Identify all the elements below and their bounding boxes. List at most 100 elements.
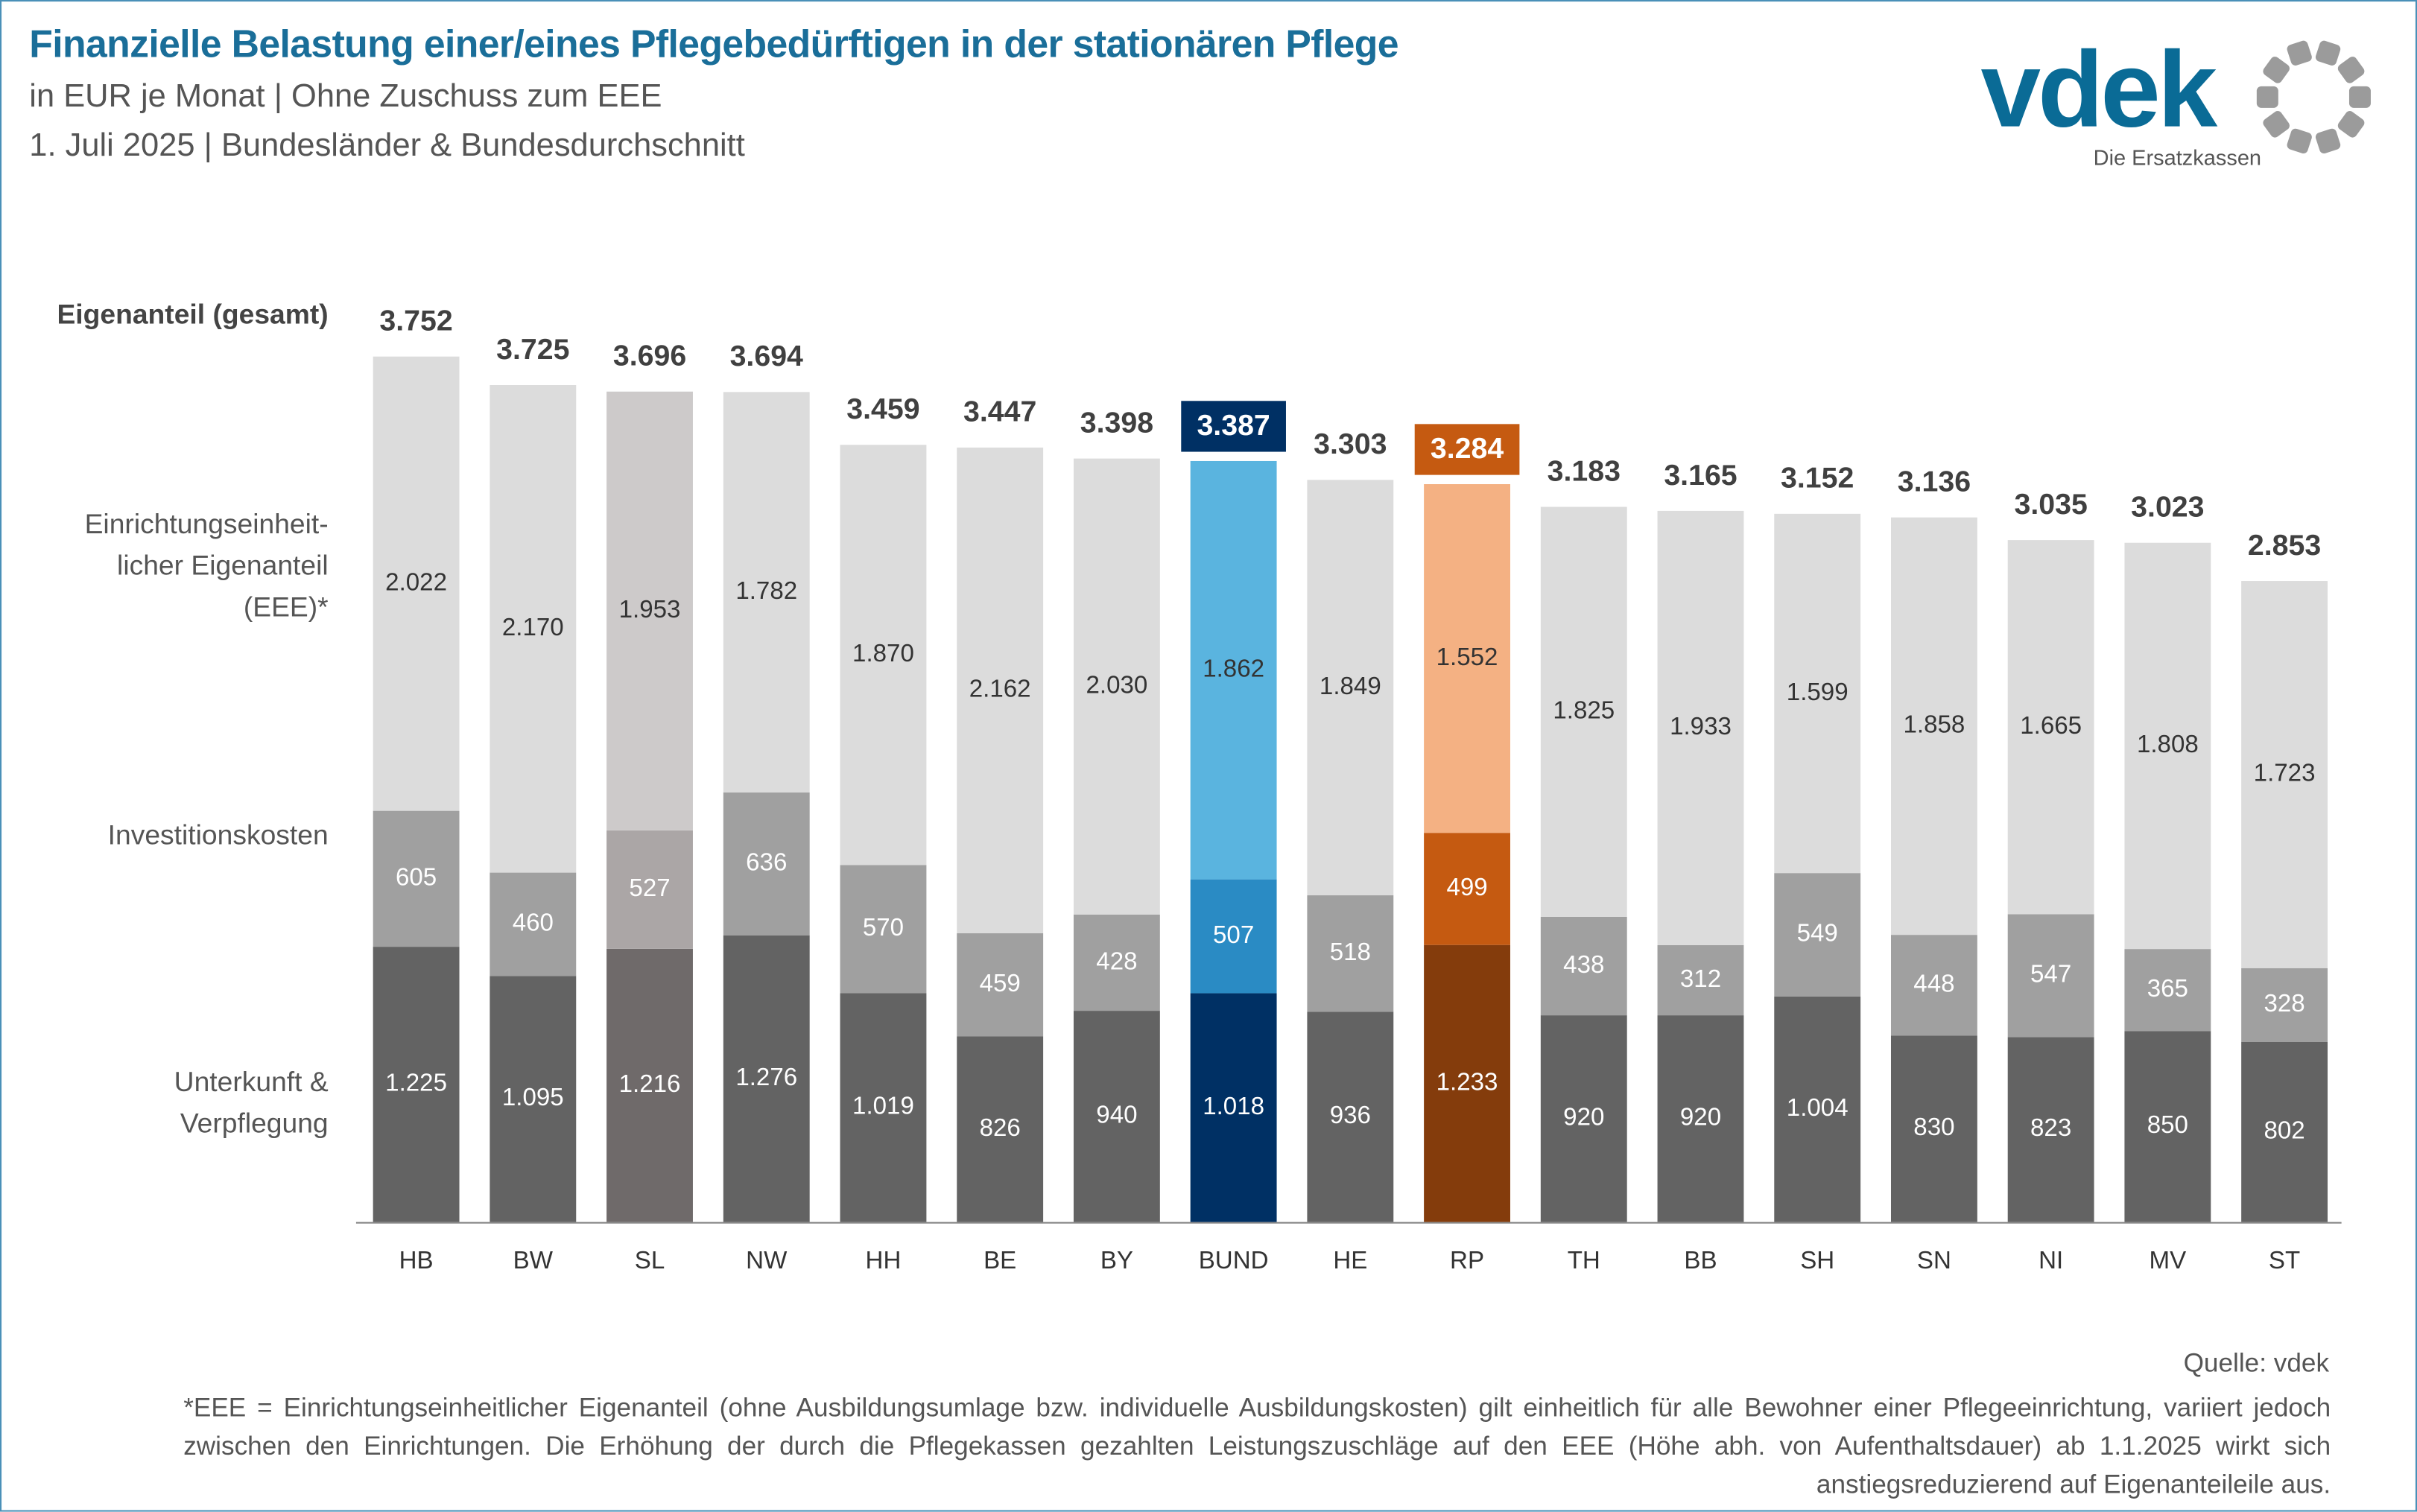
bar-segment (490, 385, 577, 873)
bar-segment (1540, 506, 1627, 917)
bar-segment (723, 935, 810, 1222)
bar-segment (2241, 581, 2328, 968)
bar-segment (840, 445, 927, 865)
bar-segment (2007, 1037, 2094, 1222)
value-label: 636 (746, 849, 787, 877)
bar-segment (1774, 996, 1861, 1222)
x-tick-label: HH (866, 1247, 902, 1274)
value-label: 1.095 (502, 1084, 564, 1111)
bar-segment (1073, 1011, 1160, 1222)
total-label: 3.447 (963, 396, 1036, 428)
bar-segment (1774, 513, 1861, 874)
x-tick-label: SH (1800, 1247, 1834, 1274)
value-label: 570 (863, 914, 904, 941)
legend-label: Investitionskosten (107, 819, 329, 851)
x-tick-label: SL (635, 1247, 665, 1274)
subtitle: in EUR je Monat | Ohne Zuschuss zum EEE (29, 78, 662, 115)
total-label: 3.387 (1197, 409, 1270, 442)
bar-segment (840, 865, 927, 994)
bar-segment (1890, 517, 1977, 936)
bar-segment (1657, 510, 1744, 945)
bar-segment (1657, 1015, 1744, 1222)
value-label: 518 (1330, 938, 1371, 966)
value-label: 830 (1913, 1114, 1954, 1141)
x-tick-label: MV (2150, 1247, 2187, 1274)
bar-segment (606, 830, 693, 949)
total-label: 3.696 (613, 340, 686, 372)
bar-segment (957, 1036, 1044, 1222)
total-label: 3.136 (1898, 466, 1971, 498)
value-label: 1.018 (1203, 1093, 1264, 1120)
x-tick-label: BY (1100, 1247, 1133, 1274)
value-label: 547 (2030, 961, 2071, 988)
total-label: 3.398 (1080, 406, 1153, 439)
total-label: 3.752 (379, 305, 452, 337)
x-tick-label: RP (1450, 1247, 1484, 1274)
bar-segment (1774, 873, 1861, 997)
total-label: 3.023 (2131, 491, 2204, 524)
value-label: 460 (513, 909, 554, 937)
bar-segment (723, 392, 810, 792)
bar-segment (1424, 944, 1510, 1222)
bar-segment (957, 447, 1044, 934)
value-label: 936 (1330, 1102, 1371, 1129)
value-label: 1.599 (1787, 679, 1849, 706)
value-label: 499 (1446, 874, 1487, 901)
value-label: 940 (1096, 1102, 1137, 1129)
total-label: 3.694 (730, 340, 803, 372)
bar-segment (606, 391, 693, 830)
bar-segment (1890, 1035, 1977, 1222)
bar-segment (373, 810, 460, 947)
value-label: 605 (396, 864, 437, 892)
value-label: 1.862 (1203, 655, 1264, 683)
value-label: 920 (1563, 1104, 1604, 1131)
x-tick-label: BUND (1199, 1247, 1269, 1274)
value-label: 920 (1680, 1104, 1721, 1131)
value-label: 1.933 (1670, 713, 1732, 740)
value-label: 2.162 (969, 676, 1031, 703)
value-label: 1.552 (1436, 644, 1498, 671)
bar-segment (1190, 993, 1277, 1222)
value-label: 1.849 (1320, 673, 1381, 700)
bar-segment (957, 933, 1044, 1037)
value-label: 527 (629, 874, 670, 902)
bar-segment (1540, 916, 1627, 1016)
value-label: 1.782 (735, 577, 797, 605)
bar-segment (1307, 1011, 1394, 1222)
source: Quelle: vdek (2183, 1348, 2330, 1378)
x-tick-label: SN (1917, 1247, 1951, 1274)
bar-segment (2124, 542, 2211, 950)
total-label: 3.459 (846, 393, 919, 425)
value-label: 2.030 (1086, 672, 1147, 699)
value-label: 1.225 (385, 1070, 447, 1097)
x-tick-label: BE (983, 1247, 1016, 1274)
bar-segment (373, 356, 460, 811)
total-label: 2.853 (2248, 529, 2321, 562)
value-label: 1.825 (1553, 696, 1615, 724)
bar-segment (2007, 540, 2094, 915)
bar-segment (1307, 895, 1394, 1012)
value-label: 1.216 (619, 1070, 681, 1098)
x-tick-label: TH (1568, 1247, 1600, 1274)
bar-segment (1190, 460, 1277, 880)
value-label: 1.808 (2137, 731, 2199, 758)
chart-title: Finanzielle Belastung einer/eines Pflege… (29, 23, 1398, 66)
total-label: 3.035 (2014, 488, 2087, 521)
logo-ring (2256, 40, 2371, 154)
subtitle: 1. Juli 2025 | Bundesländer & Bundesdurc… (29, 127, 745, 164)
x-tick-label: HE (1333, 1247, 1367, 1274)
total-box (1414, 424, 1520, 475)
bar-segment (373, 947, 460, 1222)
value-label: 1.953 (619, 596, 681, 623)
value-label: 428 (1096, 947, 1137, 975)
value-label: 1.870 (852, 640, 914, 667)
x-tick-label: NI (2039, 1247, 2063, 1274)
total-box (1181, 401, 1286, 452)
value-label: 507 (1213, 921, 1254, 949)
bar-segment (1424, 484, 1510, 833)
bar-segment (723, 792, 810, 936)
logo-tagline: Die Ersatzkassen (2093, 144, 2262, 170)
bar-segment (606, 948, 693, 1222)
